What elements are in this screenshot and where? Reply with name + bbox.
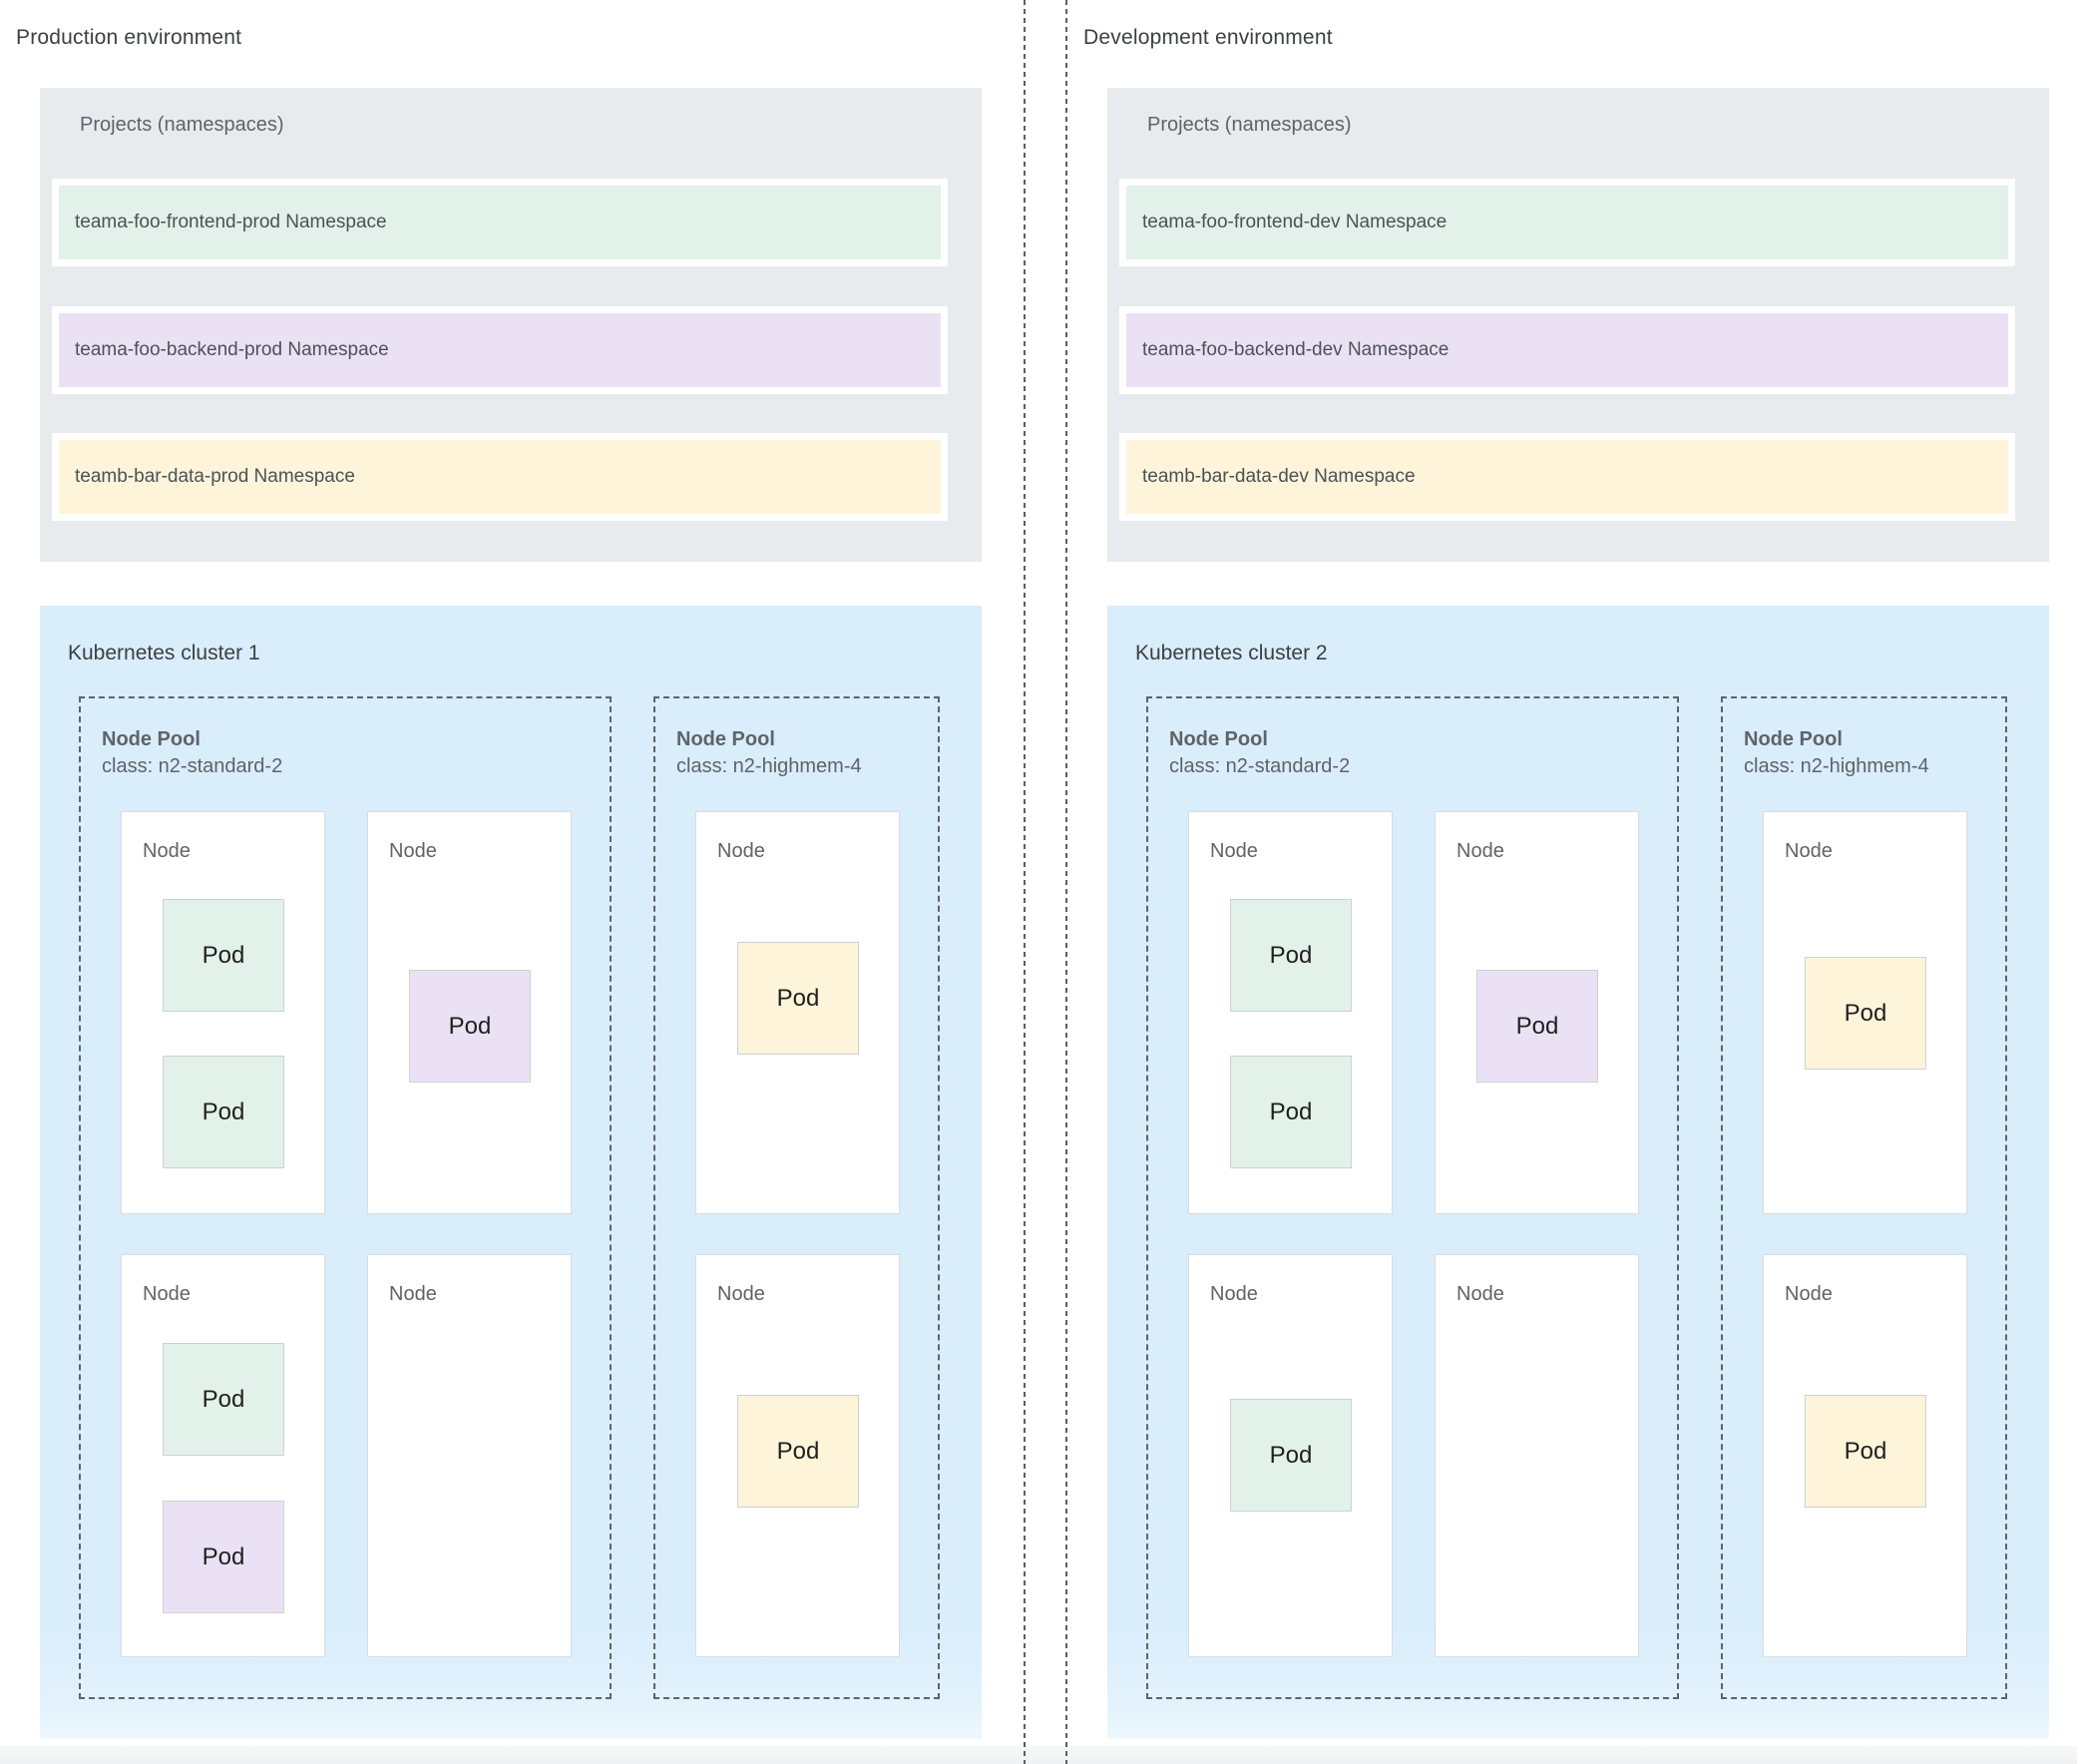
pod: Pod: [1230, 1399, 1352, 1512]
production-environment-column: Production environment Projects (namespa…: [0, 0, 1010, 1764]
node-label: Node: [1456, 840, 1504, 862]
node-label: Node: [717, 1283, 765, 1305]
namespace-label: teamb-bar-data-prod Namespace: [75, 466, 355, 487]
node: Node Pod: [1435, 811, 1639, 1214]
pod: Pod: [1805, 1395, 1926, 1508]
namespace-label: teama-foo-backend-prod Namespace: [75, 339, 389, 360]
node-pool-header: Node Pool class: n2-standard-2: [1169, 726, 1350, 780]
pod: Pod: [737, 942, 859, 1055]
pod: Pod: [163, 1343, 284, 1456]
node: Node Pod: [367, 811, 572, 1214]
node-pool-title: Node Pool: [102, 728, 201, 750]
environment-divider-line: [1065, 0, 1067, 1764]
namespace-card: teama-foo-backend-prod Namespace: [52, 306, 948, 394]
pod: Pod: [409, 970, 531, 1083]
projects-box: Projects (namespaces) teama-foo-frontend…: [1107, 88, 2049, 562]
namespace-fill: teama-foo-backend-prod Namespace: [59, 313, 941, 387]
development-environment-column: Development environment Projects (namesp…: [1067, 0, 2077, 1764]
pod: Pod: [1476, 970, 1598, 1083]
namespace-label: teama-foo-frontend-prod Namespace: [75, 212, 387, 232]
namespace-card: teama-foo-frontend-dev Namespace: [1119, 179, 2015, 266]
node-pool-standard: Node Pool class: n2-standard-2 Node Pod …: [79, 696, 612, 1699]
namespace-card: teamb-bar-data-prod Namespace: [52, 433, 948, 521]
node-label: Node: [389, 1283, 437, 1305]
environment-title: Production environment: [16, 26, 242, 49]
node: Node: [367, 1254, 572, 1657]
node-label: Node: [143, 840, 191, 862]
node-pool-class: class: n2-standard-2: [102, 755, 283, 777]
node-pool-highmem: Node Pool class: n2-highmem-4 Node Pod N…: [1721, 696, 2007, 1699]
node-label: Node: [1210, 1283, 1258, 1305]
node: Node Pod: [695, 1254, 900, 1657]
node-pool-title: Node Pool: [1169, 728, 1268, 750]
pod: Pod: [1805, 957, 1926, 1070]
namespace-fill: teama-foo-frontend-prod Namespace: [59, 186, 941, 259]
node-label: Node: [1210, 840, 1258, 862]
pod: Pod: [1230, 1056, 1352, 1168]
node-pool-standard: Node Pool class: n2-standard-2 Node Pod …: [1146, 696, 1679, 1699]
node-label: Node: [717, 840, 765, 862]
pod: Pod: [163, 1056, 284, 1168]
cluster-title: Kubernetes cluster 2: [1135, 642, 1328, 664]
environment-title: Development environment: [1083, 26, 1333, 49]
node-pool-class: class: n2-highmem-4: [676, 755, 862, 777]
namespace-card: teama-foo-backend-dev Namespace: [1119, 306, 2015, 394]
namespace-label: teama-foo-frontend-dev Namespace: [1142, 212, 1448, 232]
projects-box: Projects (namespaces) teama-foo-frontend…: [40, 88, 982, 562]
kubernetes-cluster-box: Kubernetes cluster 1 Node Pool class: n2…: [40, 606, 982, 1739]
pod: Pod: [163, 1501, 284, 1613]
node-label: Node: [1785, 1283, 1833, 1305]
node-pool-title: Node Pool: [1744, 728, 1843, 750]
pod: Pod: [737, 1395, 859, 1508]
node-pool-header: Node Pool class: n2-highmem-4: [676, 726, 862, 780]
environment-divider-line: [1024, 0, 1026, 1764]
node-pool-class: class: n2-standard-2: [1169, 755, 1351, 777]
namespace-card: teamb-bar-data-dev Namespace: [1119, 433, 2015, 521]
node: Node Pod: [695, 811, 900, 1214]
projects-label: Projects (namespaces): [80, 114, 284, 136]
namespace-fill: teama-foo-frontend-dev Namespace: [1126, 186, 2008, 259]
node-pool-class: class: n2-highmem-4: [1744, 755, 1929, 777]
footer-strip: [0, 1746, 2077, 1764]
node-pool-title: Node Pool: [676, 728, 775, 750]
node: Node Pod Pod: [121, 811, 325, 1214]
node-label: Node: [389, 840, 437, 862]
node-label: Node: [1785, 840, 1833, 862]
namespace-label: teamb-bar-data-dev Namespace: [1142, 466, 1416, 487]
node: Node: [1435, 1254, 1639, 1657]
namespace-card: teama-foo-frontend-prod Namespace: [52, 179, 948, 266]
pod: Pod: [163, 899, 284, 1012]
node: Node Pod: [1763, 811, 1967, 1214]
node: Node Pod Pod: [121, 1254, 325, 1657]
namespace-fill: teamb-bar-data-dev Namespace: [1126, 440, 2008, 514]
node: Node Pod: [1763, 1254, 1967, 1657]
namespace-label: teama-foo-backend-dev Namespace: [1142, 339, 1450, 360]
node: Node Pod Pod: [1188, 811, 1393, 1214]
projects-label: Projects (namespaces): [1147, 114, 1352, 136]
node-pool-header: Node Pool class: n2-standard-2: [102, 726, 282, 780]
node: Node Pod: [1188, 1254, 1393, 1657]
node-pool-highmem: Node Pool class: n2-highmem-4 Node Pod N…: [653, 696, 940, 1699]
pod: Pod: [1230, 899, 1352, 1012]
node-pool-header: Node Pool class: n2-highmem-4: [1744, 726, 1929, 780]
kubernetes-cluster-box: Kubernetes cluster 2 Node Pool class: n2…: [1107, 606, 2049, 1739]
namespace-fill: teama-foo-backend-dev Namespace: [1126, 313, 2008, 387]
node-label: Node: [143, 1283, 191, 1305]
cluster-title: Kubernetes cluster 1: [68, 642, 260, 664]
namespace-fill: teamb-bar-data-prod Namespace: [59, 440, 941, 514]
node-label: Node: [1456, 1283, 1504, 1305]
